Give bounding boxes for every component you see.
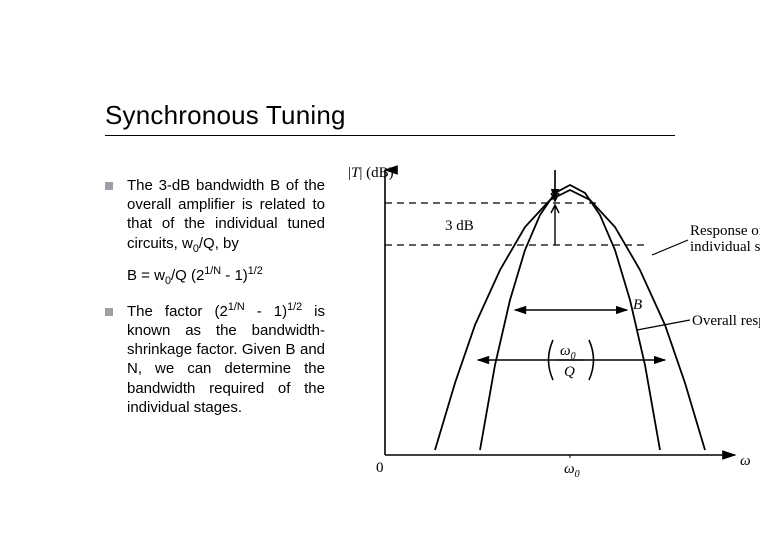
bullet-2: The factor (21/N - 1)1/2 is known as the… xyxy=(105,302,325,417)
b2-pre: The factor (2 xyxy=(127,303,228,320)
x-axis-label: ω xyxy=(740,453,751,469)
response-diagram: 3 dB B ω0 Q Response of individual stage… xyxy=(340,165,760,495)
q-frac-top: ω0 xyxy=(560,343,576,362)
b2-sup1: 1/N xyxy=(228,301,245,313)
formula-sup2: 1/2 xyxy=(248,265,263,277)
vert-arrow-down-head xyxy=(551,170,559,201)
outer-curve xyxy=(435,190,705,450)
formula-mid2: - 1) xyxy=(221,267,248,284)
b2-mid: - 1) xyxy=(245,303,287,320)
y-axis-label: |T| (dB) xyxy=(348,165,394,181)
b2-sup2: 1/2 xyxy=(287,301,302,313)
title-block: Synchronous Tuning xyxy=(105,100,780,136)
label-overall: Overall response xyxy=(692,313,760,329)
b1-post: /Q, by xyxy=(199,235,239,252)
formula-sup1: 1/N xyxy=(204,265,221,277)
formula: B = w0/Q (21/N - 1)1/2 xyxy=(127,267,325,284)
w0-label: ω0 xyxy=(564,461,580,480)
page-title: Synchronous Tuning xyxy=(105,100,780,131)
bullet-1-text: The 3-dB bandwidth B of the overall ampl… xyxy=(127,176,325,253)
slide-root: Synchronous Tuning The 3-dB bandwidth B … xyxy=(0,0,780,540)
annot-b: B xyxy=(633,297,642,313)
annot-3db: 3 dB xyxy=(445,218,474,234)
origin-label: 0 xyxy=(376,460,384,476)
inner-curve xyxy=(480,185,660,450)
bullet-2-text: The factor (21/N - 1)1/2 is known as the… xyxy=(127,302,325,417)
bullet-marker-icon xyxy=(105,182,113,190)
formula-mid: /Q (2 xyxy=(171,267,204,284)
label-individual-1: Response of xyxy=(690,223,760,239)
title-underline xyxy=(105,135,675,136)
lead-individual xyxy=(652,240,688,255)
q-frac-bot: Q xyxy=(564,364,575,380)
label-individual-2: individual stages xyxy=(690,239,760,255)
bullet-marker-icon xyxy=(105,308,113,316)
body-column: The 3-dB bandwidth B of the overall ampl… xyxy=(105,176,325,417)
vert-arrow-up-head xyxy=(551,205,559,245)
formula-lhs: B = w xyxy=(127,267,165,284)
bullet-1: The 3-dB bandwidth B of the overall ampl… xyxy=(105,176,325,253)
